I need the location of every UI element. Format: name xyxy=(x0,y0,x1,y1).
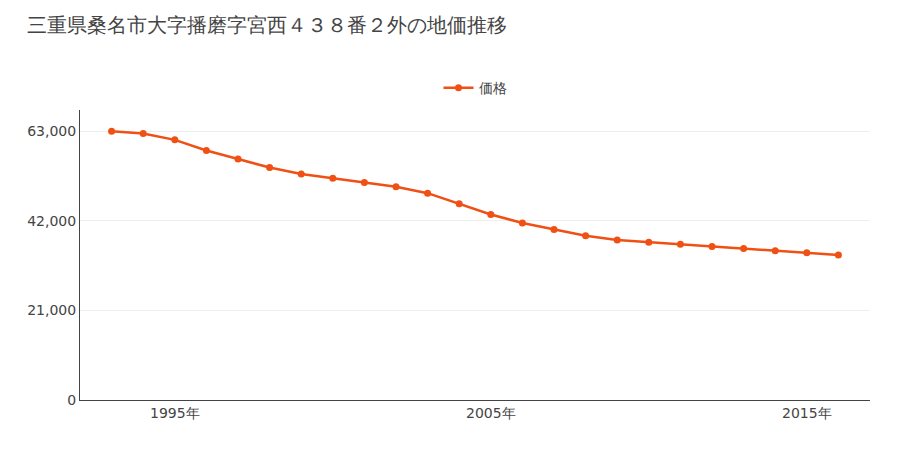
svg-text:三重県桑名市大字播磨字宮西４３８番２外の地価推移: 三重県桑名市大字播磨字宮西４３８番２外の地価推移 xyxy=(27,13,507,37)
svg-text:2005年: 2005年 xyxy=(466,405,516,421)
svg-text:2015年: 2015年 xyxy=(782,405,832,421)
svg-text:1995年: 1995年 xyxy=(150,405,200,421)
svg-text:0: 0 xyxy=(67,392,76,408)
svg-text:21,000: 21,000 xyxy=(27,302,76,318)
svg-text:63,000: 63,000 xyxy=(27,123,76,139)
svg-text:42,000: 42,000 xyxy=(27,213,76,229)
svg-text:価格: 価格 xyxy=(479,80,507,96)
